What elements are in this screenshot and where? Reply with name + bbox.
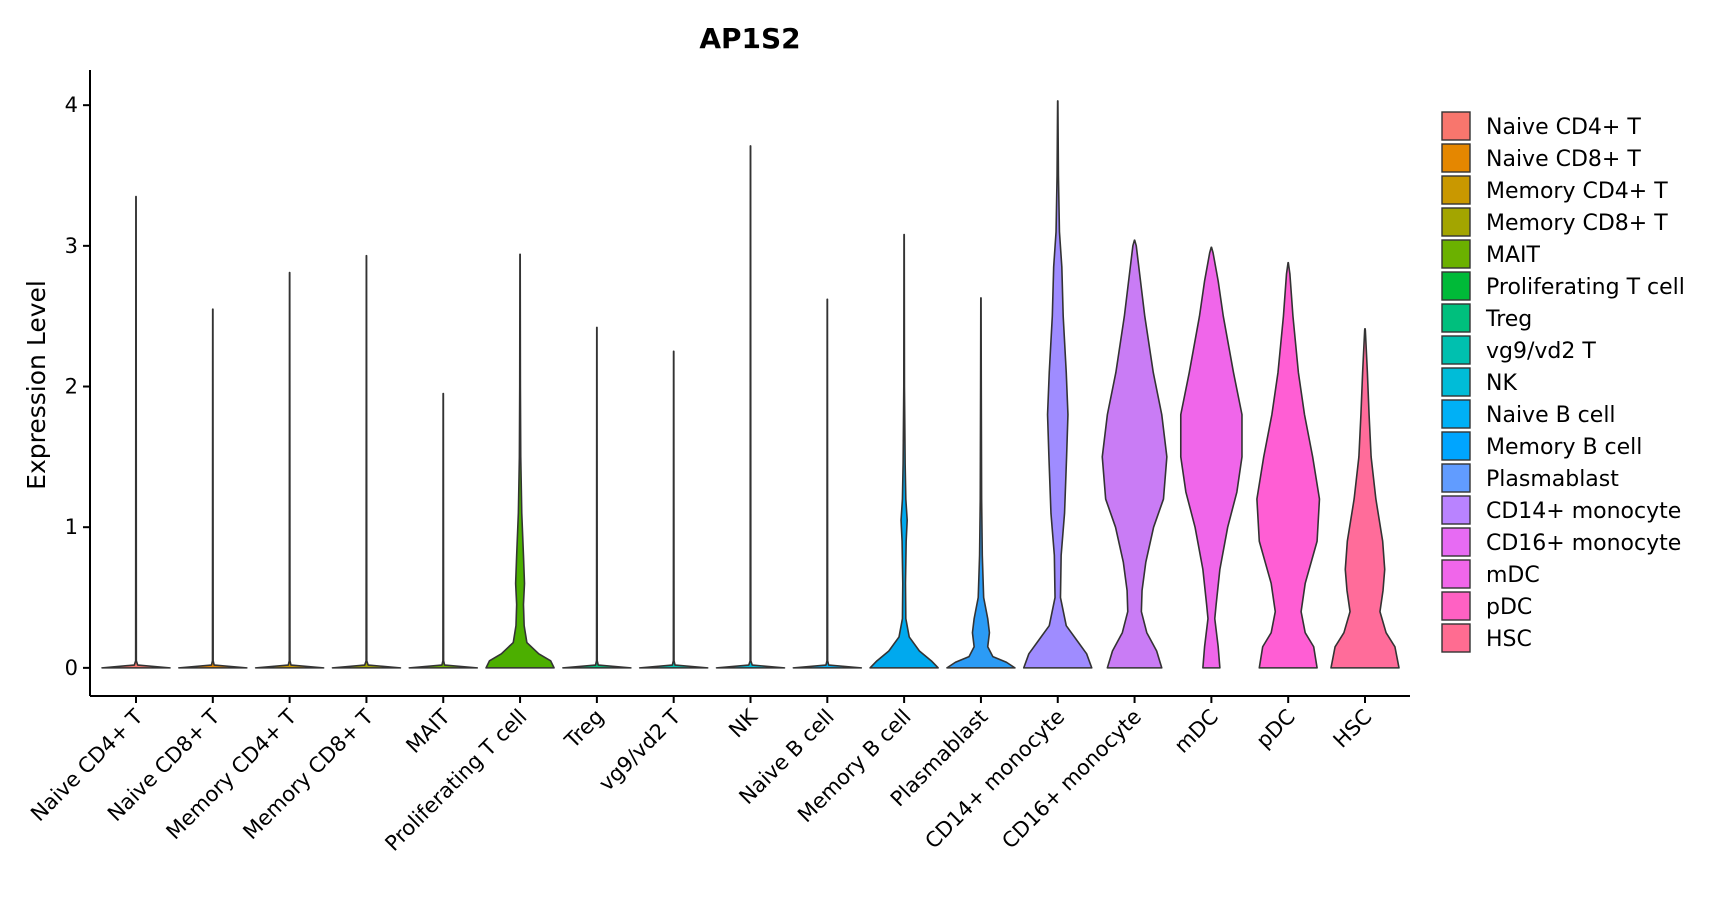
violin-memory-b-cell [869,233,939,669]
y-tick-label: 1 [65,515,78,539]
y-axis: 0 1 2 3 4 [65,70,91,696]
violin-cd14-monocyte [1022,100,1093,669]
plot-area [101,100,1400,669]
legend-key [1441,399,1471,429]
chart-title: AP1S2 [699,22,800,55]
x-tick-label: Memory CD8+ T [238,704,378,844]
legend-key [1441,623,1471,653]
violin-treg [562,326,632,669]
legend-label: Treg [1485,307,1532,332]
x-tick-label: HSC [1329,705,1377,753]
legend-key [1441,367,1471,397]
violin-hsc [1330,328,1400,669]
x-tick-label: NK [724,704,763,743]
legend-label: Memory CD8+ T [1486,211,1668,236]
violin-proliferating-t-cell [485,253,555,669]
x-tick-label: pDC [1252,705,1300,753]
legend-key [1441,463,1471,493]
legend-label: pDC [1486,595,1532,620]
legend-key [1441,527,1471,557]
x-tick-label: Memory CD4+ T [162,704,302,844]
x-tick-label: Proliferating T cell [380,705,531,856]
x-tick-label: mDC [1170,705,1223,758]
legend-key [1441,335,1471,365]
legend-label: NK [1486,371,1517,396]
legend-key [1441,559,1471,589]
y-axis-title: Expression Level [22,280,51,490]
violin-mait [408,392,479,669]
violin-naive-cd8-t [178,308,248,669]
violin-pdc [1256,261,1321,669]
legend-label: mDC [1486,563,1540,588]
legend-label: HSC [1486,627,1532,652]
y-tick-label: 4 [65,93,78,117]
violin-nk [715,145,786,669]
legend-key [1441,175,1471,205]
legend-key [1441,111,1471,141]
legend-label: vg9/vd2 T [1486,339,1596,364]
y-tick-label: 3 [65,234,78,258]
x-tick-label: MAIT [401,704,455,758]
legend-key [1441,239,1471,269]
y-tick-label: 0 [65,656,78,680]
legend-label: Plasmablast [1486,467,1619,492]
legend-key [1441,207,1471,237]
x-tick-label: CD14+ monocyte [920,705,1069,854]
x-tick-label: Treg [559,705,608,754]
legend-label: Memory CD4+ T [1486,179,1668,204]
violin-memory-cd4-t [254,271,325,669]
legend-key [1441,271,1471,301]
violin-naive-b-cell [792,298,863,669]
violin-vg9-vd2-t [638,350,709,669]
legend-label: Memory B cell [1486,435,1642,460]
violin-plasmablast [946,297,1016,669]
legend-key [1441,495,1471,525]
legend-key [1441,591,1471,621]
legend-label: Naive CD8+ T [1486,147,1641,172]
violin-cd16-monocyte [1101,239,1168,669]
violin-naive-cd4-t [101,195,171,669]
legend-label: Naive B cell [1486,403,1616,428]
violin-memory-cd8-t [331,254,402,669]
legend-label: Proliferating T cell [1486,275,1685,300]
legend-key [1441,143,1471,173]
legend-label: CD16+ monocyte [1486,531,1681,556]
legend-label: Naive CD4+ T [1486,115,1641,140]
legend-label: CD14+ monocyte [1486,499,1681,524]
y-tick-label: 2 [65,375,78,399]
x-tick-label: CD16+ monocyte [997,705,1146,854]
legend: Naive CD4+ T Naive CD8+ T Memory CD4+ T Mem… [1441,111,1685,653]
violin-mdc [1179,246,1243,669]
legend-key [1441,303,1471,333]
legend-key [1441,431,1471,461]
x-tick-label: vg9/vd2 T [594,704,685,795]
legend-label: MAIT [1486,243,1541,268]
